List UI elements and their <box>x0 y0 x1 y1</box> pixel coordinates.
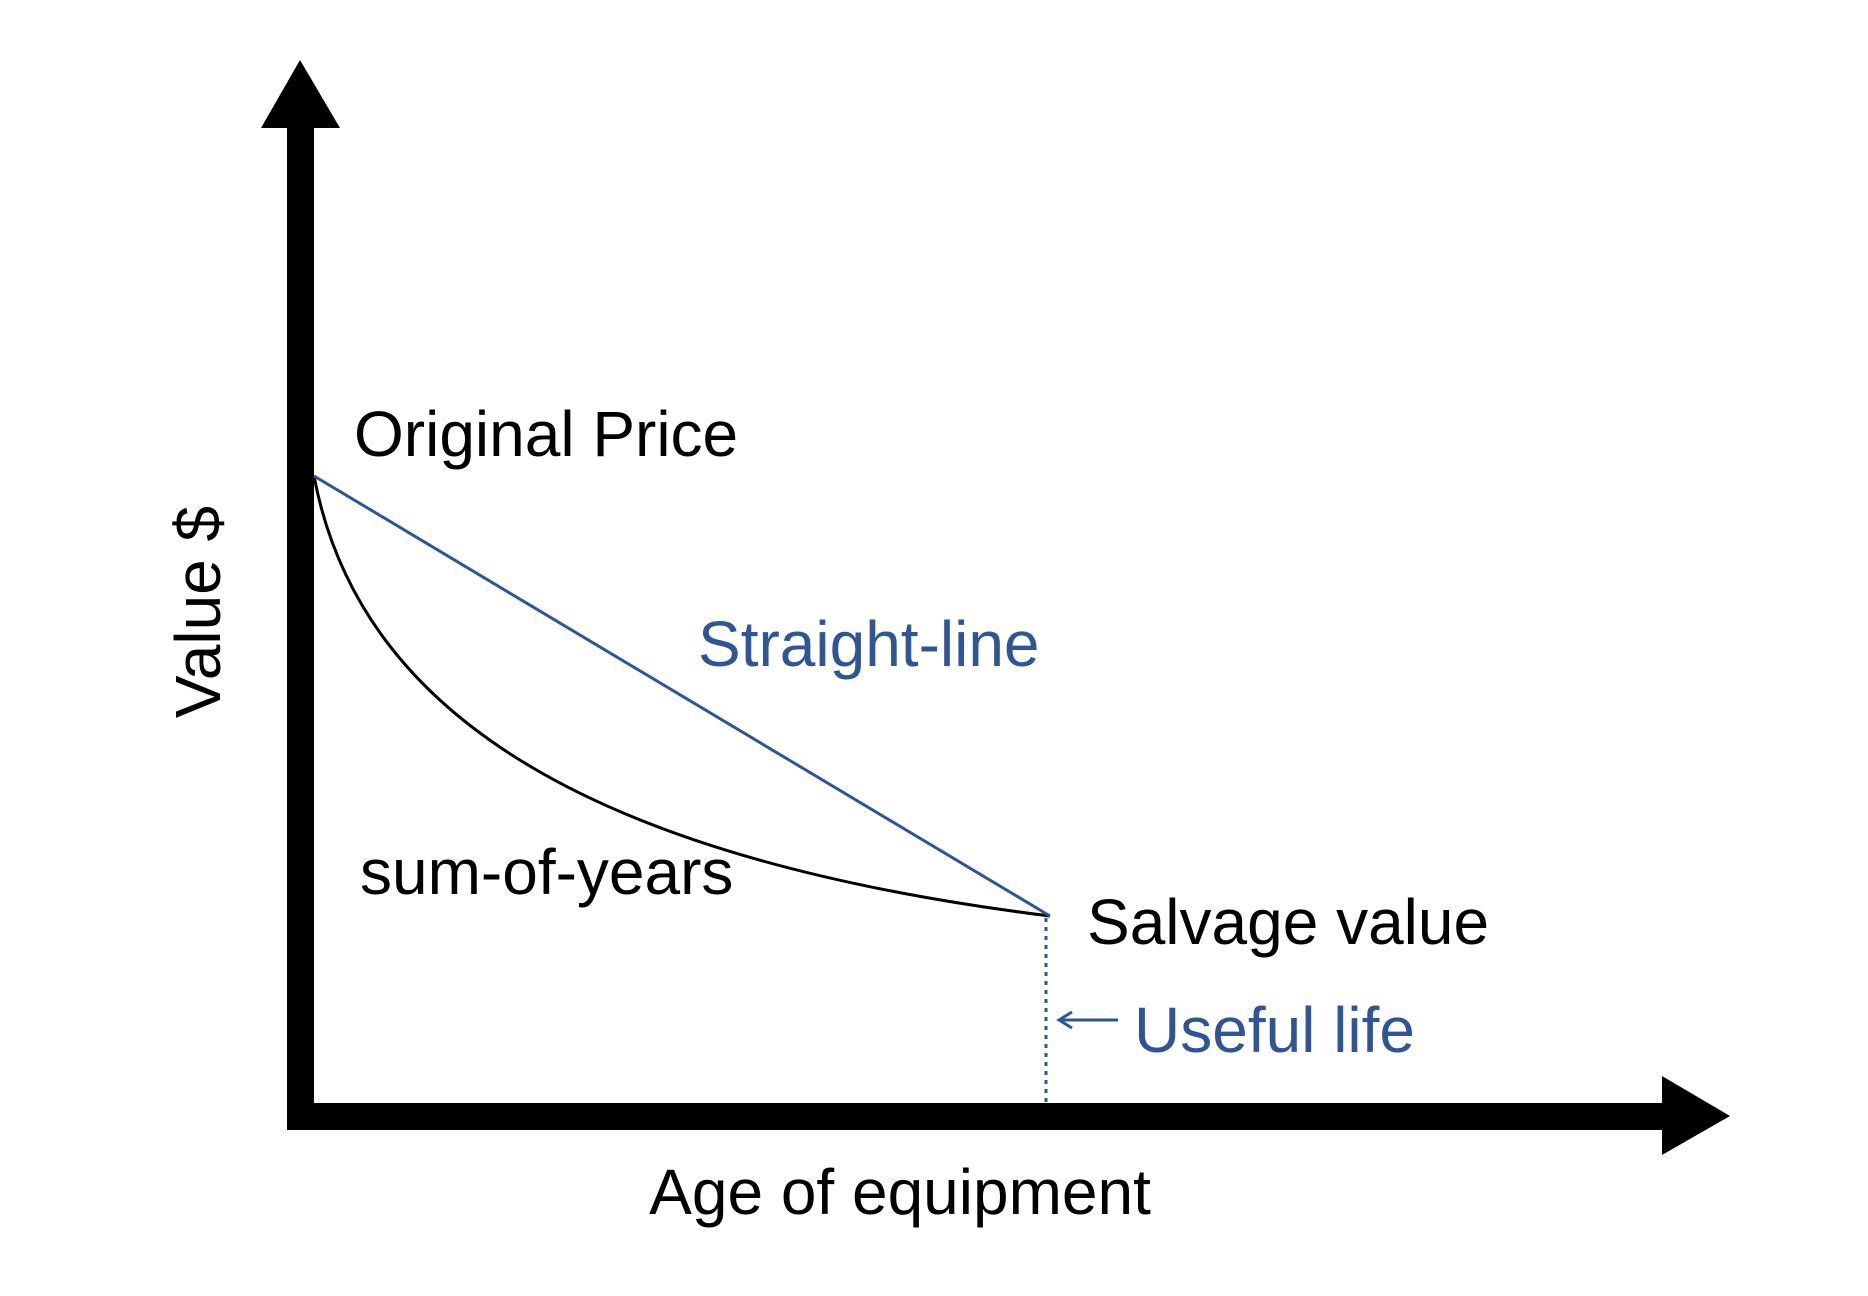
salvage-value-label: Salvage value <box>1087 886 1489 958</box>
useful-life-arrowhead <box>1056 1010 1073 1030</box>
x-axis-label: Age of equipment <box>649 1156 1151 1228</box>
original-price-label: Original Price <box>354 398 738 470</box>
sum-of-years-curve <box>312 475 1051 918</box>
y-axis-label: Value $ <box>162 506 234 718</box>
x-axis-arrow <box>1662 1076 1730 1155</box>
y-axis <box>287 120 314 1129</box>
y-axis-arrow <box>261 60 340 128</box>
sum-of-years-label: sum-of-years <box>360 836 733 908</box>
useful-life-label: Useful life <box>1134 994 1415 1066</box>
x-axis <box>287 1103 1672 1130</box>
straight-line <box>313 474 1051 918</box>
straight-line-label: Straight-line <box>698 608 1040 680</box>
